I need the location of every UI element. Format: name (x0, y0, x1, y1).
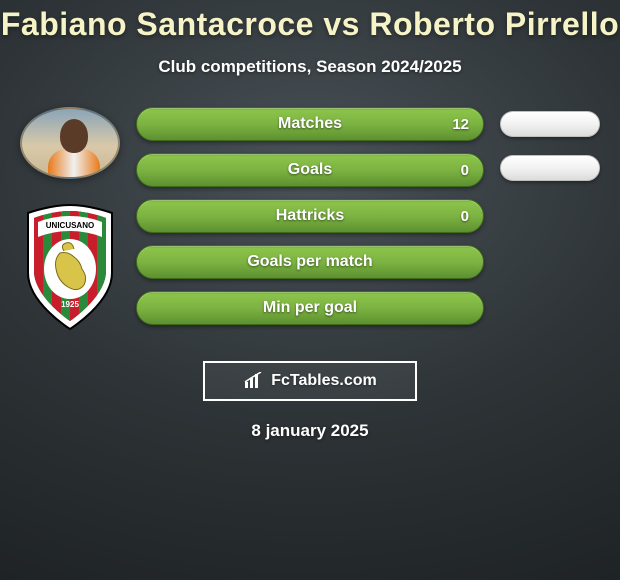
club-badge: UNICUSANO 1925 (20, 203, 120, 331)
attribution-text: FcTables.com (271, 372, 377, 390)
avatar-head-icon (60, 119, 88, 153)
bar-value: 0 (461, 162, 469, 179)
bar-matches: Matches 12 (136, 107, 484, 141)
player1-avatar (20, 107, 120, 179)
date-label: 8 january 2025 (0, 421, 620, 441)
bar-label: Goals (288, 161, 332, 179)
player2-pill-goals (500, 155, 600, 181)
bar-value: 12 (452, 116, 469, 133)
bar-min-per-goal: Min per goal (136, 291, 484, 325)
bar-goals: Goals 0 (136, 153, 484, 187)
player2-column (490, 107, 610, 347)
badge-text-top: UNICUSANO (46, 221, 94, 230)
bar-value: 0 (461, 208, 469, 225)
bar-label: Goals per match (247, 253, 372, 271)
bar-label: Hattricks (276, 207, 344, 225)
badge-text-year: 1925 (61, 300, 79, 309)
bar-goals-per-match: Goals per match (136, 245, 484, 279)
subtitle: Club competitions, Season 2024/2025 (0, 57, 620, 77)
attribution-chart-icon (243, 372, 265, 390)
bar-hattricks: Hattricks 0 (136, 199, 484, 233)
avatar-body-icon (48, 149, 100, 179)
stats-bars: Matches 12 Goals 0 Hattricks 0 Goals per… (130, 107, 490, 347)
player2-pill-matches (500, 111, 600, 137)
player1-column: UNICUSANO 1925 (10, 107, 130, 347)
bar-label: Min per goal (263, 299, 357, 317)
content-root: Fabiano Santacroce vs Roberto Pirrello C… (0, 0, 620, 580)
attribution-box: FcTables.com (203, 361, 417, 401)
comparison-row: UNICUSANO 1925 Matches 12 Goals 0 Hattri… (0, 107, 620, 347)
bar-label: Matches (278, 115, 342, 133)
badge-icon: UNICUSANO 1925 (20, 203, 120, 331)
page-title: Fabiano Santacroce vs Roberto Pirrello (0, 0, 620, 43)
